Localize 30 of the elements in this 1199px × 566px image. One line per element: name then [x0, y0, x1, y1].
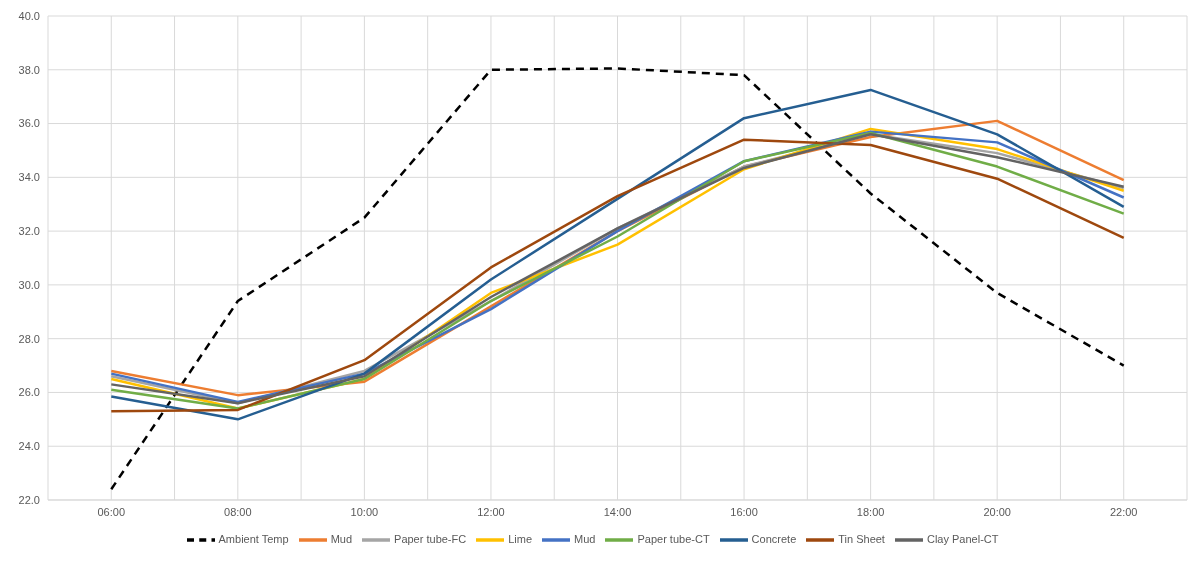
legend-label: Mud — [330, 532, 353, 545]
legend-label: Lime — [508, 532, 533, 545]
x-tick-label: 16:00 — [730, 505, 758, 518]
y-tick-label: 40.0 — [18, 9, 40, 22]
y-tick-label: 26.0 — [18, 386, 40, 399]
line-series — [110, 88, 1125, 421]
legend-label: Concrete — [751, 532, 797, 545]
y-tick-label: 22.0 — [18, 493, 40, 506]
x-tick-label: 12:00 — [477, 505, 505, 518]
y-tick-label: 32.0 — [18, 225, 40, 238]
y-tick-label: 28.0 — [18, 332, 40, 345]
x-tick-label: 06:00 — [97, 505, 126, 518]
x-tick-label: 08:00 — [224, 505, 252, 518]
legend-label: Paper tube-CT — [637, 532, 710, 545]
legend-label: Paper tube-FC — [394, 532, 467, 545]
legend-label: Tin Sheet — [838, 532, 885, 545]
x-tick-label: 18:00 — [856, 505, 885, 518]
legend-label: Mud — [574, 532, 596, 545]
y-tick-label: 38.0 — [18, 63, 40, 76]
x-tick-label: 10:00 — [350, 505, 379, 518]
x-tick-label: 14:00 — [603, 505, 632, 518]
y-tick-label: 36.0 — [18, 117, 40, 130]
y-tick-label: 30.0 — [18, 278, 40, 291]
x-tick-label: 22:00 — [1109, 505, 1138, 518]
y-tick-label: 24.0 — [18, 440, 40, 453]
legend-label: Ambient Temp — [218, 532, 289, 545]
line-series — [110, 67, 1125, 491]
legend-label: Clay Panel-CT — [926, 532, 999, 545]
x-tick-label: 20:00 — [983, 505, 1011, 518]
y-tick-label: 34.0 — [18, 171, 40, 184]
